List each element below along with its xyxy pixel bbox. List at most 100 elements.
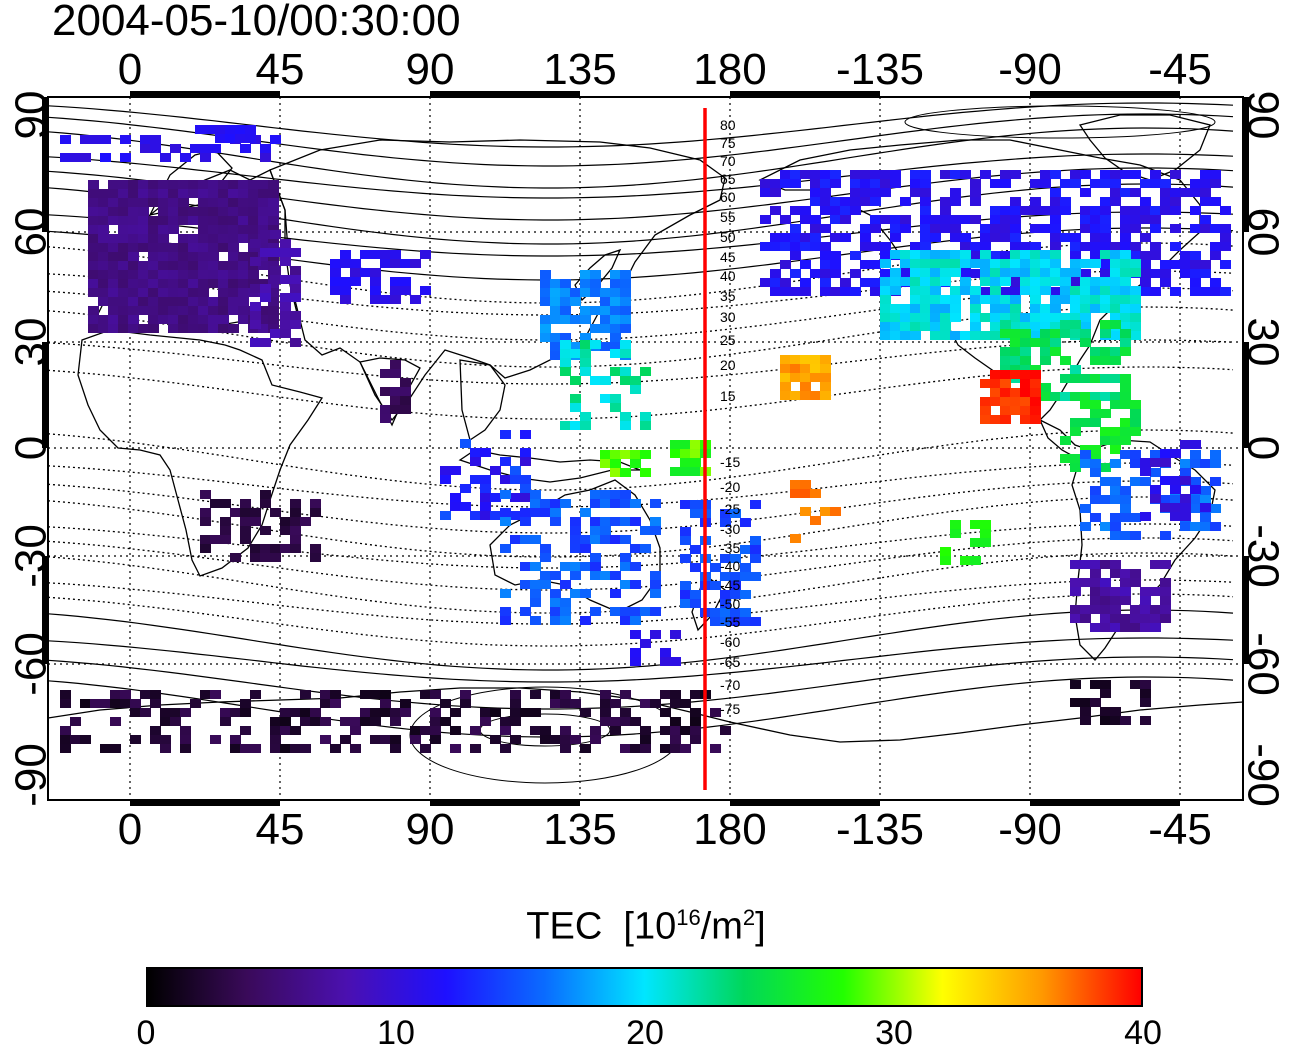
- tec-cell: [118, 225, 129, 234]
- tec-cell: [1070, 259, 1081, 268]
- tec-cell: [1080, 295, 1091, 304]
- tec-cell: [198, 225, 209, 234]
- tec-cell: [970, 286, 981, 295]
- tec-cell: [1110, 513, 1121, 522]
- tec-cell: [208, 189, 219, 198]
- tec-cell: [260, 544, 271, 553]
- tec-cell: [330, 699, 341, 708]
- contour-label: -65: [720, 654, 740, 670]
- tec-cell: [1030, 277, 1041, 286]
- tec-cell: [1160, 531, 1171, 540]
- tec-cell: [630, 657, 641, 666]
- tec-cell: [540, 726, 551, 735]
- tec-cell: [180, 744, 191, 753]
- tec-cell: [148, 261, 159, 270]
- tec-cell: [1120, 383, 1131, 392]
- tec-cell: [60, 690, 71, 699]
- tec-cell: [950, 224, 961, 233]
- tec-cell: [1070, 313, 1081, 322]
- tec-cell: [1180, 459, 1191, 468]
- tec-cell: [250, 508, 261, 517]
- tec-cell: [88, 324, 99, 333]
- tec-cell: [790, 269, 801, 278]
- tec-cell: [750, 554, 761, 563]
- tec-cell: [340, 735, 351, 744]
- tec-cell: [218, 225, 229, 234]
- tec-cell: [560, 726, 571, 735]
- tec-cell: [690, 735, 701, 744]
- tec-cell: [290, 744, 301, 753]
- tec-cell: [1100, 242, 1111, 251]
- tec-cell: [1010, 356, 1021, 365]
- tec-cell: [460, 699, 471, 708]
- tec-cell: [150, 735, 161, 744]
- tec-cell: [800, 373, 811, 382]
- tec-cell: [620, 708, 631, 717]
- tec-cell: [1080, 504, 1091, 513]
- tec-cell: [200, 508, 211, 517]
- tec-cell: [188, 243, 199, 252]
- tec-cell: [1180, 494, 1191, 503]
- tec-cell: [910, 277, 921, 286]
- lon-tick-label-top: -45: [1148, 45, 1212, 94]
- tec-cell: [258, 315, 269, 324]
- tec-cell: [900, 269, 911, 278]
- tec-cell: [920, 170, 931, 179]
- contour-label: 40: [720, 268, 736, 284]
- tec-cell: [1100, 277, 1111, 286]
- tec-cell: [228, 324, 239, 333]
- tec-cell: [180, 726, 191, 735]
- tec-cell: [400, 277, 411, 286]
- tec-cell: [1050, 313, 1061, 322]
- tec-cell: [118, 324, 129, 333]
- tec-cell: [1190, 206, 1201, 215]
- tec-cell: [560, 333, 571, 342]
- tec-cell: [580, 333, 591, 342]
- tec-cell: [208, 270, 219, 279]
- tec-cell: [850, 251, 861, 260]
- tec-cell: [670, 735, 681, 744]
- tec-cell: [1160, 188, 1171, 197]
- tec-cell: [990, 179, 1001, 188]
- tec-cell: [750, 572, 761, 581]
- tec-cell: [970, 269, 981, 278]
- tec-cell: [1010, 224, 1021, 233]
- tec-cell: [290, 275, 301, 284]
- tec-cell: [198, 252, 209, 261]
- tec-cell: [630, 616, 641, 625]
- tec-cell: [130, 735, 141, 744]
- tec-cell: [480, 502, 491, 511]
- tec-cell: [950, 268, 961, 277]
- tec-cell: [1100, 587, 1111, 596]
- tec-cell: [600, 517, 611, 526]
- tec-cell: [1130, 400, 1141, 409]
- tec-cell: [198, 216, 209, 225]
- tec-cell: [1120, 418, 1131, 427]
- tec-cell: [1090, 468, 1101, 477]
- tec-cell: [360, 690, 371, 699]
- contour-labels: 80 75 70 65 60 55 50 45 40 35 30 25 20 1…: [720, 117, 740, 717]
- tec-cell: [1210, 170, 1221, 179]
- tec-cell: [340, 286, 351, 295]
- tec-cell: [1010, 206, 1021, 215]
- tec-cell: [940, 268, 951, 277]
- tec-cell: [210, 690, 221, 699]
- tec-cell: [178, 216, 189, 225]
- tec-cell: [630, 630, 641, 639]
- tec-cell: [280, 717, 291, 726]
- lat-tick-label-right: 60: [1239, 208, 1288, 257]
- tec-cell: [1120, 277, 1131, 286]
- tec-cell: [1120, 268, 1131, 277]
- tec-cell: [178, 270, 189, 279]
- tec-cell: [600, 324, 611, 333]
- tec-cell: [280, 311, 291, 320]
- tec-cell: [870, 179, 881, 188]
- tec-cell: [800, 233, 811, 242]
- tec-cell: [590, 270, 601, 279]
- tec-cell: [910, 170, 921, 179]
- tec-cell: [540, 297, 551, 306]
- tec-cell: [980, 259, 991, 268]
- tec-cell: [890, 286, 901, 295]
- tec-cell: [560, 499, 571, 508]
- tec-cell: [100, 744, 111, 753]
